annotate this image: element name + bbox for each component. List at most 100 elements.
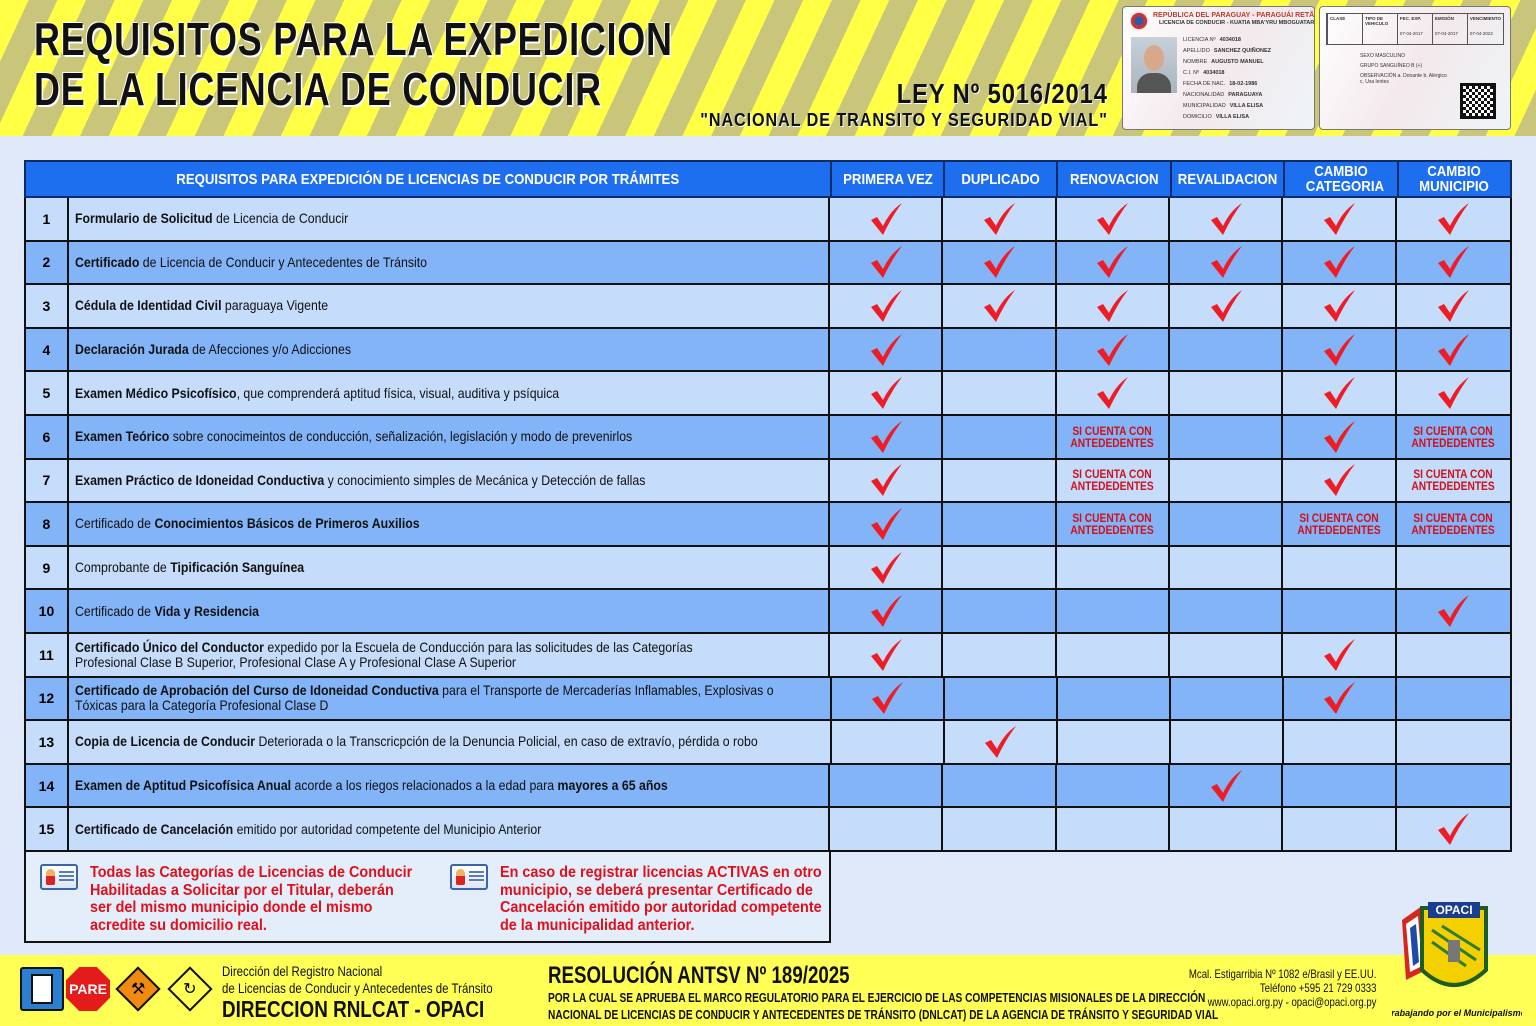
card-subtitle: LICENCIA DE CONDUCIR - KUATIA MBA'YRU MB… [1159, 20, 1315, 26]
check-icon [1324, 377, 1356, 410]
check-icon [870, 638, 902, 671]
qr-code-icon [1460, 83, 1496, 119]
column-header: PRIMERA VEZ [829, 162, 943, 196]
website-link[interactable]: www.opaci.org.py - opaci@opaci.org.py [1207, 995, 1376, 1009]
requirement-description: Certificado de Licencia de Conducir y An… [69, 241, 831, 284]
requirement-cell [830, 503, 944, 545]
requirement-cell [1058, 721, 1171, 763]
conditional-label: SI CUENTA CON ANTEDEDENTES [1070, 467, 1155, 494]
national-seal-icon [1129, 11, 1149, 31]
requirement-cell [1283, 764, 1397, 807]
requirement-cell [1283, 328, 1397, 371]
requirement-cell [943, 546, 1057, 589]
column-header: CAMBIO CATEGORIA [1283, 162, 1396, 196]
directorate-info: Dirección del Registro Nacional de Licen… [222, 963, 493, 1022]
page-title: REQUISITOS PARA LA EXPEDICION DE LA LICE… [34, 14, 673, 114]
card-back-column: FEC. EXP. 07-04-2017 [1396, 14, 1432, 44]
card-back-column: VENCIMIENTO 07-04-2022 [1466, 14, 1503, 44]
check-icon [1324, 202, 1356, 235]
table-row: 7 Examen Práctico de Idoneidad Conductiva… [26, 459, 1510, 504]
row-number: 3 [26, 285, 69, 327]
requirement-cell [1283, 546, 1397, 589]
conditional-label: SI CUENTA CON ANTEDEDENTES [1411, 510, 1496, 537]
requirement-cell [830, 546, 944, 589]
check-icon [1438, 289, 1470, 322]
law-reference: LEY Nº 5016/2014 "NACIONAL DE TRANSITO Y… [655, 78, 1108, 131]
requirement-description: Declaración Jurada de Afecciones y/o Adi… [69, 328, 831, 371]
requirement-cell [943, 764, 1057, 807]
requirement-cell [1283, 590, 1397, 632]
requirement-cell [830, 285, 944, 327]
table-row: 1 Formulario de Solicitud de Licencia de … [26, 198, 1510, 242]
requirement-cell [830, 198, 944, 240]
check-icon [872, 682, 904, 715]
requirement-description: Examen de Aptitud Psicofísica Anual acor… [69, 764, 831, 807]
requirement-cell [1283, 459, 1397, 502]
card-fields: LICENCIA Nº 4034018 APELLIDO SANCHEZ QUIÑON… [1183, 35, 1271, 123]
table-row: 9 Comprobante de Tipificación Sanguínea [26, 546, 1510, 591]
check-icon [1438, 813, 1470, 846]
requirement-cell: SI CUENTA CON ANTEDEDENTES [1397, 460, 1510, 502]
table-row: 4 Declaración Jurada de Afecciones y/o Ad… [26, 328, 1510, 373]
requirement-description: Examen Práctico de Idoneidad Conductiva … [69, 459, 831, 502]
row-number: 6 [26, 415, 69, 458]
check-icon [1438, 246, 1470, 279]
requirement-cell [1397, 721, 1510, 763]
check-icon [870, 595, 902, 628]
table-row: 2 Certificado de Licencia de Conducir y A… [26, 241, 1510, 286]
requirement-cell [832, 721, 945, 763]
requirement-cell [1170, 459, 1284, 502]
requirement-cell [943, 285, 1057, 327]
requirement-cell [1170, 241, 1284, 284]
requirement-cell [1171, 677, 1284, 720]
resolution-info: RESOLUCIÓN ANTSV Nº 189/2025 POR LA CUAL… [548, 962, 1219, 1023]
requirement-cell: SI CUENTA CON ANTEDEDENTES [1057, 503, 1171, 545]
requirement-cell [943, 198, 1057, 240]
requirement-cell [1283, 808, 1397, 850]
check-icon [985, 725, 1017, 758]
card-field: MUNICIPALIDAD VILLA ELISA [1183, 103, 1264, 109]
table-row: 5 Examen Médico Psicofísico, que comprend… [26, 372, 1510, 416]
column-header: RENOVACION [1056, 162, 1169, 196]
requirement-cell [830, 764, 944, 807]
row-number: 4 [26, 328, 69, 371]
requirement-cell [1057, 764, 1171, 807]
card-obs: OBSERVACIÓN a. Donante b. Alérgico c. Us… [1360, 73, 1447, 85]
check-icon [1210, 246, 1242, 279]
check-icon [1324, 289, 1356, 322]
requirement-cell [1170, 328, 1284, 371]
note-text: En caso de registrar licencias ACTIVAS e… [500, 864, 822, 934]
requirement-cell [1397, 808, 1510, 850]
requirement-cell: SI CUENTA CON ANTEDEDENTES [1397, 416, 1510, 458]
requirement-cell [1057, 198, 1171, 240]
requirement-description: Certificado de Cancelación emitido por a… [69, 808, 831, 850]
check-icon [1097, 202, 1129, 235]
row-number: 2 [26, 241, 69, 284]
check-icon [1210, 202, 1242, 235]
conditional-label: SI CUENTA CON ANTEDEDENTES [1411, 423, 1496, 450]
info-card-icon [450, 864, 488, 890]
requirement-cell [1057, 546, 1171, 589]
check-icon [1438, 202, 1470, 235]
requirement-cell [1397, 678, 1510, 720]
card-back-column: CLASE [1327, 14, 1362, 44]
card-field: C.I. Nº 4034018 [1183, 70, 1225, 76]
requirement-cell [830, 241, 944, 284]
row-number: 12 [26, 677, 69, 720]
check-icon [984, 246, 1016, 279]
row-number: 5 [26, 372, 69, 414]
check-icon [1324, 638, 1356, 671]
check-icon [870, 202, 902, 235]
table-row: 12 Certificado de Aprobación del Curso de… [26, 677, 1510, 722]
notes-box: Todas las Categorías de Licencias de Con… [24, 852, 831, 943]
requirement-description: Examen Teórico sobre conocimeintos de co… [69, 415, 831, 458]
requirement-description: Certificado de Vida y Residencia [69, 590, 831, 632]
card-field: LICENCIA Nº 4034018 [1183, 37, 1241, 43]
stop-sign-icon: PARE [66, 967, 110, 1011]
header-banner: REQUISITOS PARA LA EXPEDICION DE LA LICE… [0, 0, 1536, 136]
requirement-cell [1170, 590, 1284, 632]
requirement-cell [1170, 546, 1284, 589]
check-icon [1210, 769, 1242, 802]
requirement-description: Certificado de Aprobación del Curso de I… [69, 677, 832, 720]
card-back-column: TIPO DE VEHICULO [1361, 14, 1397, 44]
